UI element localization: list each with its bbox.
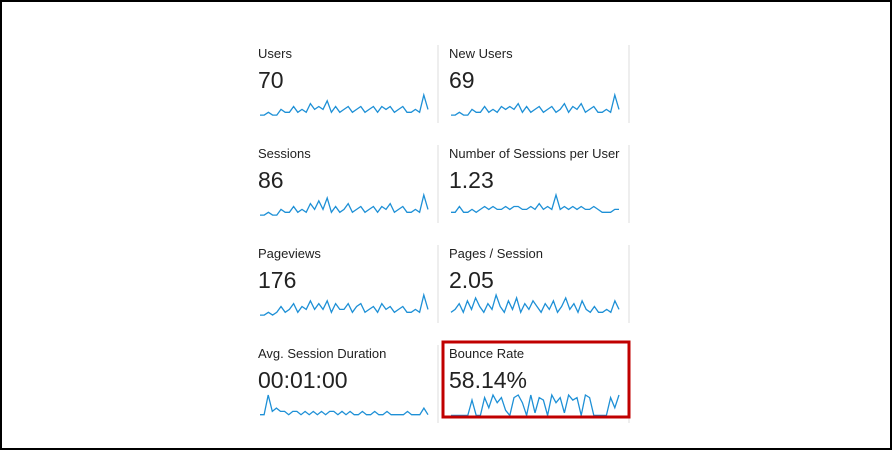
- sparkline: [260, 394, 429, 416]
- metric-value: 00:01:00: [258, 367, 348, 393]
- metric-label: Users: [258, 46, 292, 61]
- metric-value: 176: [258, 267, 296, 293]
- sparkline: [451, 192, 619, 214]
- metric-label: Sessions: [258, 146, 311, 161]
- sparkline: [260, 92, 429, 116]
- highlight-box: [441, 340, 631, 419]
- metric-label: Avg. Session Duration: [258, 346, 386, 361]
- metric-value: 70: [258, 67, 284, 93]
- metric-value: 69: [449, 67, 475, 93]
- metric-label: Pages / Session: [449, 246, 543, 261]
- metric-value: 1.23: [449, 167, 494, 193]
- sparkline: [451, 393, 620, 418]
- metric-value: 86: [258, 167, 284, 193]
- metric-label: New Users: [449, 46, 513, 61]
- metric-label: Bounce Rate: [449, 346, 524, 361]
- sparkline: [451, 92, 620, 116]
- sparkline: [450, 292, 620, 315]
- metric-label: Number of Sessions per User: [449, 146, 620, 161]
- metric-label: Pageviews: [258, 246, 321, 261]
- metric-value: 2.05: [449, 267, 494, 293]
- sparkline: [260, 192, 429, 216]
- metric-value: 58.14%: [449, 367, 527, 393]
- sparkline: [260, 292, 429, 316]
